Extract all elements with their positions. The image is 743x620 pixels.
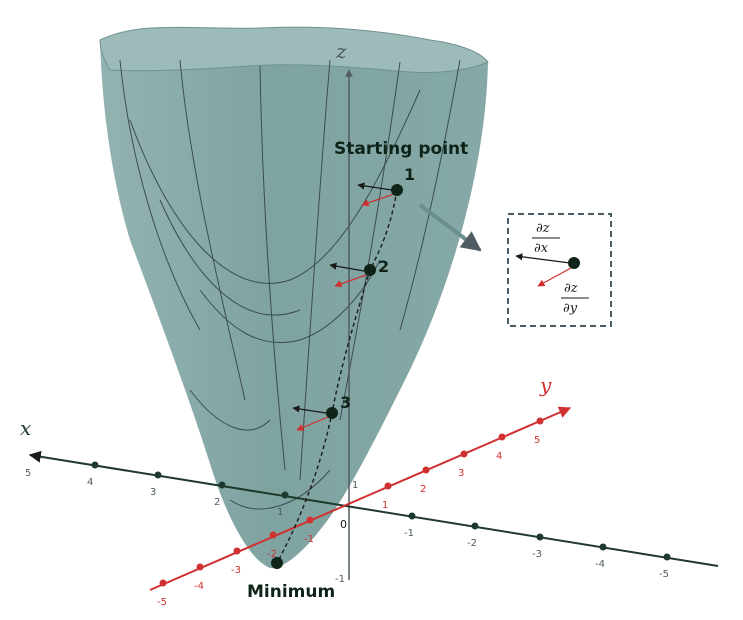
- x-tick-label: 3: [150, 487, 156, 498]
- x-tick-marker: [663, 553, 671, 561]
- dzdy-denominator: ∂y: [563, 301, 578, 316]
- x-axis-label: x: [20, 416, 31, 440]
- y-tick-label: 3: [458, 468, 464, 479]
- point-3-label: 3: [340, 393, 351, 412]
- dzdx-numerator: ∂z: [536, 221, 550, 236]
- minimum-label: Minimum: [247, 582, 335, 602]
- y-tick-label: 4: [496, 451, 502, 462]
- gradient-arrows: [292, 182, 395, 431]
- z-tick-label: 1: [352, 480, 358, 491]
- y-tick-label: -1: [304, 534, 314, 545]
- legend-point: [568, 257, 580, 269]
- x-tick-label: -3: [532, 549, 542, 560]
- x-tick-marker: [154, 471, 162, 479]
- y-tick-marker: [269, 531, 277, 539]
- y-tick-label: 2: [420, 484, 426, 495]
- point-3: [326, 407, 338, 419]
- y-tick-marker: [536, 417, 544, 425]
- legend-dy-arrow: [537, 267, 572, 287]
- y-tick-marker: [422, 466, 430, 474]
- y-tick-label: -3: [231, 565, 241, 576]
- y-tick-marker: [498, 433, 506, 441]
- x-tick-label: -4: [595, 559, 605, 570]
- x-axis: x 5 4 3 2 1 -1 -2 -3 -4 -5: [20, 416, 719, 580]
- point-1-label: 1: [404, 165, 415, 184]
- x-tick-label: 1: [277, 507, 283, 518]
- y-tick-marker: [460, 450, 468, 458]
- y-tick-marker: [384, 482, 392, 490]
- surface-rim: [99, 26, 489, 73]
- x-tick-label: -1: [404, 528, 414, 539]
- surface-body: [100, 27, 488, 569]
- y-tick-marker: [159, 579, 167, 587]
- origin-label: 0: [340, 518, 347, 531]
- legend-box: [507, 213, 612, 327]
- x-tick-marker: [281, 491, 289, 499]
- y-tick-label: -2: [267, 549, 277, 560]
- dzdy-numerator: ∂z: [564, 281, 578, 296]
- z-axis: z 1 -1: [335, 39, 358, 585]
- y-tick-marker: [196, 563, 204, 571]
- y-tick-label: 5: [534, 435, 540, 446]
- y-tick-label: -4: [194, 581, 204, 592]
- x-tick-marker: [599, 543, 607, 551]
- x-tick-label: -2: [467, 538, 477, 549]
- starting-point-label: Starting point: [334, 139, 468, 159]
- x-tick-label: 2: [214, 497, 220, 508]
- y-tick-label: 1: [382, 500, 388, 511]
- point-minimum: [271, 557, 283, 569]
- x-tick-marker: [91, 461, 99, 469]
- gradient-legend: ∂z ∂x ∂z ∂y: [507, 213, 612, 327]
- z-axis-label: z: [335, 39, 347, 63]
- point-1: [391, 184, 403, 196]
- y-axis-label: y: [539, 373, 552, 397]
- x-tick-label: 4: [87, 477, 93, 488]
- surface-contours: [119, 59, 461, 510]
- surface: [99, 26, 489, 569]
- x-tick-marker: [471, 522, 479, 530]
- point-2: [364, 264, 376, 276]
- x-tick-label: -5: [659, 569, 669, 580]
- y-tick-marker: [306, 516, 314, 524]
- dzdx-denominator: ∂x: [534, 241, 549, 256]
- z-tick-label: -1: [335, 574, 345, 585]
- legend-dx-arrow: [515, 253, 571, 264]
- x-tick-marker: [218, 481, 226, 489]
- descent-points: 1 2 3: [271, 165, 415, 569]
- callout-arrow: [418, 203, 482, 252]
- y-axis: y -5 -4 -3 -2 -1 1 2 3 4 5: [149, 373, 572, 608]
- y-tick-marker: [233, 547, 241, 555]
- x-tick-marker: [408, 512, 416, 520]
- point-2-label: 2: [378, 257, 389, 276]
- y-tick-label: -5: [157, 597, 167, 608]
- x-tick-marker: [536, 533, 544, 541]
- descent-path: [276, 189, 398, 564]
- x-tick-label: 5: [25, 468, 31, 479]
